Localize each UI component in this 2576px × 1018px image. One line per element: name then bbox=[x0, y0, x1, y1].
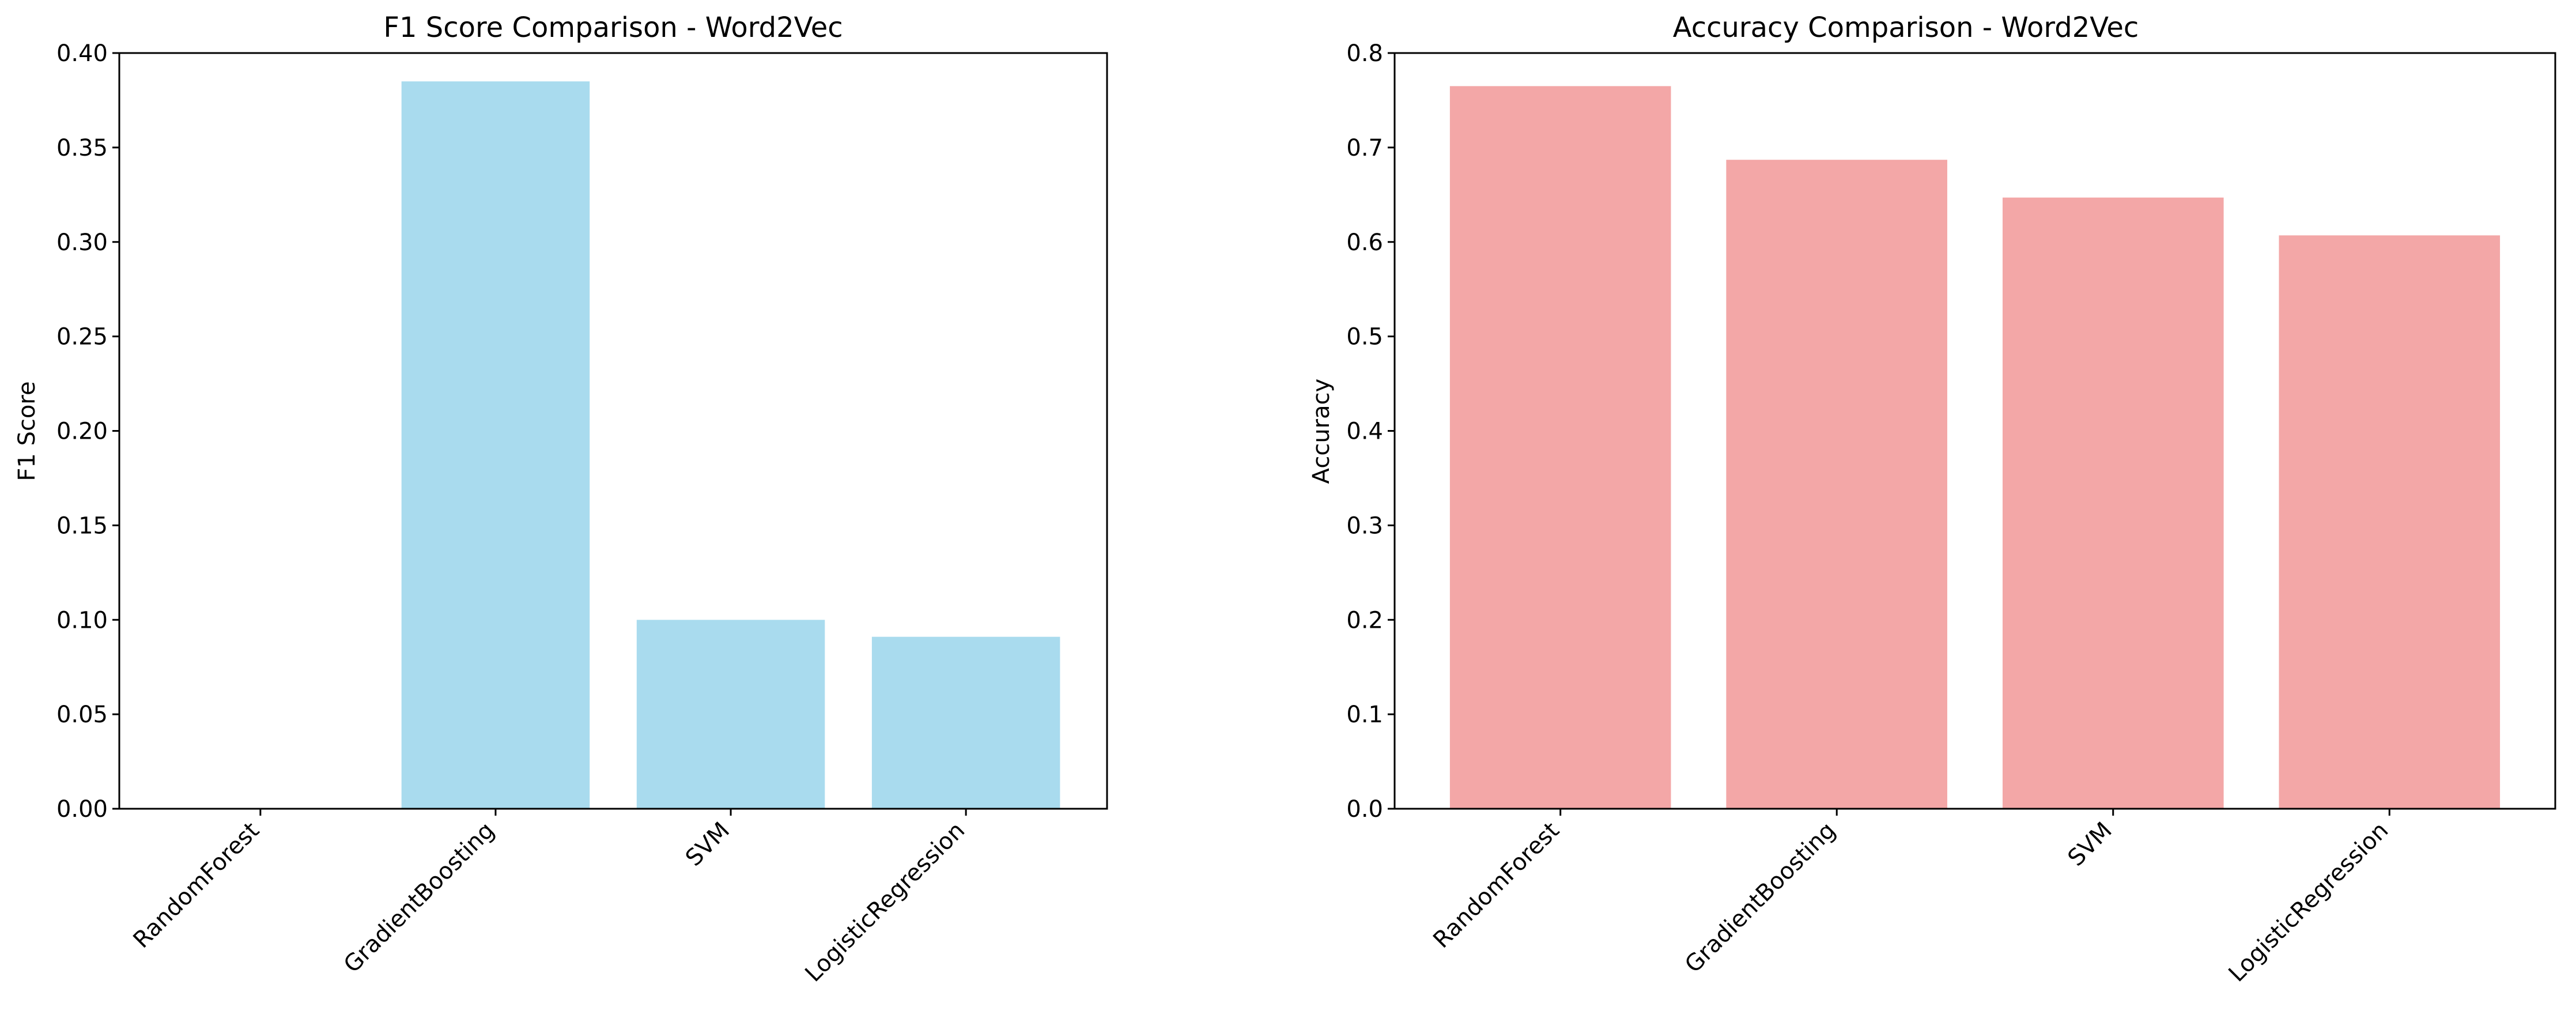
y-ticks: 0.00 0.05 0.10 0.15 0.20 0.25 0.30 0.35 0.40 bbox=[56, 40, 119, 823]
plot-frame bbox=[1393, 52, 2556, 810]
y-tick-label: 0.4 bbox=[1346, 418, 1383, 445]
bar-gradientboosting bbox=[401, 81, 590, 809]
y-tick-label: 0.6 bbox=[1346, 229, 1383, 256]
y-tick-label: 0.30 bbox=[56, 229, 108, 256]
y-axis-label: F1 Score bbox=[14, 381, 40, 481]
y-tick-label: 0.40 bbox=[56, 40, 108, 67]
y-tick-label: 0.35 bbox=[56, 135, 108, 161]
bars-group bbox=[401, 81, 1060, 809]
bar-svm bbox=[2003, 197, 2224, 809]
bar-logisticregression bbox=[871, 636, 1060, 809]
y-tick-label: 0.8 bbox=[1346, 40, 1383, 67]
y-tick-label: 0.3 bbox=[1346, 512, 1383, 539]
y-tick-label: 0.10 bbox=[56, 607, 108, 634]
bar-randomforest bbox=[1449, 86, 1671, 809]
chart-title: Accuracy Comparison - Word2Vec bbox=[1673, 12, 2139, 44]
bar-gradientboosting bbox=[1726, 160, 1947, 809]
y-tick-label: 0.0 bbox=[1346, 796, 1383, 823]
y-tick-label: 0.00 bbox=[56, 796, 108, 823]
bar-logisticregression bbox=[2279, 235, 2501, 809]
y-tick-label: 0.20 bbox=[56, 418, 108, 445]
y-tick-label: 0.1 bbox=[1346, 702, 1383, 728]
y-tick-label: 0.7 bbox=[1346, 135, 1383, 161]
y-ticks: 0.0 0.1 0.2 0.3 0.4 0.5 0.6 0.7 0.8 bbox=[1346, 40, 1395, 823]
y-tick-label: 0.5 bbox=[1346, 324, 1383, 350]
y-tick-label: 0.2 bbox=[1346, 607, 1383, 634]
chart-title: F1 Score Comparison - Word2Vec bbox=[383, 12, 843, 44]
bars-group bbox=[1449, 86, 2501, 809]
y-tick-label: 0.25 bbox=[56, 324, 108, 350]
plot-frame bbox=[118, 52, 1108, 810]
y-axis-label: Accuracy bbox=[1308, 379, 1335, 484]
y-tick-label: 0.15 bbox=[56, 512, 108, 539]
y-tick-label: 0.05 bbox=[56, 702, 108, 728]
bar-svm bbox=[636, 620, 825, 809]
